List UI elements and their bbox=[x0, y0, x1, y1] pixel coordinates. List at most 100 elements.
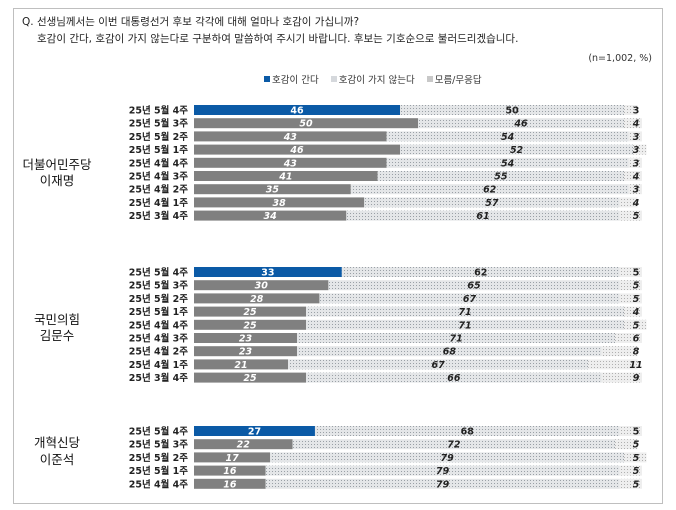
bar-unfavorable bbox=[297, 333, 616, 343]
bar-favorable bbox=[194, 210, 347, 221]
value-label-dont-know: 4 bbox=[632, 119, 640, 130]
bar-favorable bbox=[194, 267, 342, 277]
bar-favorable bbox=[194, 105, 401, 115]
value-label-favorable: 16 bbox=[223, 479, 237, 490]
row-label: 25년 4월 3주 bbox=[129, 171, 189, 183]
bar-unfavorable bbox=[400, 144, 634, 155]
bar-favorable bbox=[194, 197, 365, 208]
row-label: 25년 4월 3주 bbox=[129, 333, 189, 345]
bar-dont-know bbox=[624, 118, 642, 129]
row-label: 25년 4월 2주 bbox=[129, 346, 189, 358]
bar-favorable bbox=[194, 131, 387, 142]
value-label-unfavorable: 68 bbox=[461, 427, 475, 438]
bar-unfavorable bbox=[288, 359, 589, 370]
value-label-dont-know: 3 bbox=[633, 145, 640, 156]
candidate-label: 이재명 bbox=[40, 173, 75, 188]
bar-unfavorable bbox=[319, 293, 620, 304]
value-label-unfavorable: 55 bbox=[494, 172, 508, 183]
bar-unfavorable bbox=[386, 157, 629, 168]
bar-favorable bbox=[194, 452, 271, 463]
value-label-dont-know: 3 bbox=[633, 158, 640, 169]
bar-favorable bbox=[194, 293, 320, 304]
value-label-unfavorable: 46 bbox=[513, 119, 528, 130]
row-label: 25년 4월 4주 bbox=[129, 157, 189, 169]
bar-unfavorable bbox=[265, 465, 620, 476]
value-label-dont-know: 5 bbox=[633, 281, 640, 292]
bar-favorable bbox=[194, 359, 289, 370]
bar-unfavorable bbox=[346, 210, 620, 221]
value-label-unfavorable: 54 bbox=[501, 132, 515, 143]
value-label-dont-know: 5 bbox=[633, 211, 640, 222]
bar-unfavorable bbox=[328, 280, 620, 291]
bar-unfavorable bbox=[292, 439, 616, 450]
candidate-label: 개혁신당 bbox=[34, 435, 81, 450]
value-label-favorable: 43 bbox=[283, 132, 298, 143]
bar-dont-know bbox=[615, 333, 642, 343]
bar-favorable bbox=[194, 426, 315, 436]
bar-unfavorable bbox=[265, 478, 620, 489]
bar-favorable bbox=[194, 319, 306, 330]
value-label-unfavorable: 67 bbox=[463, 294, 477, 305]
value-label-unfavorable: 71 bbox=[458, 320, 471, 331]
value-label-dont-know: 5 bbox=[633, 320, 640, 331]
row-label: 25년 4월 2주 bbox=[129, 184, 189, 196]
value-label-favorable: 25 bbox=[243, 373, 257, 384]
value-label-unfavorable: 79 bbox=[436, 466, 450, 477]
legend-swatch-unfavorable bbox=[330, 76, 337, 82]
legend: 호감이 간다 호감이 가지 않는다 모름/무응답 bbox=[264, 72, 482, 86]
value-label-favorable: 35 bbox=[266, 185, 280, 196]
row-label: 25년 5월 1주 bbox=[129, 465, 189, 477]
value-label-favorable: 17 bbox=[225, 453, 239, 464]
bar-unfavorable bbox=[306, 319, 625, 330]
bar-dont-know bbox=[619, 197, 638, 208]
value-label-dont-know: 5 bbox=[633, 453, 640, 464]
value-label-unfavorable: 71 bbox=[458, 307, 471, 318]
value-label-favorable: 46 bbox=[289, 145, 304, 156]
value-label-unfavorable: 62 bbox=[474, 268, 487, 279]
chart-frame: Q. 선생님께서는 이번 대통령선거 후보 각각에 대해 얼마나 호감이 가십니… bbox=[13, 8, 663, 504]
bar-dont-know bbox=[624, 171, 642, 181]
bar-unfavorable bbox=[306, 372, 602, 383]
bar-favorable bbox=[194, 171, 378, 181]
row-label: 25년 5월 3주 bbox=[129, 118, 189, 130]
bar-favorable bbox=[194, 372, 306, 383]
legend-item-dont-know: 모름/무응답 bbox=[426, 72, 482, 86]
bar-unfavorable bbox=[270, 452, 625, 463]
value-label-dont-know: 5 bbox=[633, 479, 640, 490]
legend-label-dont-know: 모름/무응답 bbox=[434, 75, 482, 86]
bar-dont-know bbox=[624, 306, 642, 317]
value-label-unfavorable: 67 bbox=[432, 360, 446, 371]
value-label-favorable: 22 bbox=[237, 440, 251, 451]
bar-dont-know bbox=[619, 426, 642, 436]
bar-unfavorable bbox=[341, 267, 620, 277]
bar-favorable bbox=[194, 184, 351, 195]
value-label-dont-know: 8 bbox=[633, 347, 640, 358]
bar-dont-know bbox=[633, 144, 647, 155]
value-label-favorable: 16 bbox=[223, 466, 237, 477]
bar-dont-know bbox=[619, 280, 642, 291]
value-label-favorable: 23 bbox=[239, 334, 253, 345]
bar-dont-know bbox=[615, 439, 638, 450]
legend-swatch-dont-know bbox=[426, 76, 433, 82]
value-label-dont-know: 9 bbox=[633, 373, 640, 384]
legend-label-unfavorable: 호감이 가지 않는다 bbox=[338, 75, 415, 86]
row-label: 25년 4월 1주 bbox=[129, 197, 189, 209]
value-label-dont-know: 5 bbox=[633, 268, 640, 279]
value-label-favorable: 43 bbox=[283, 158, 298, 169]
bar-unfavorable bbox=[364, 197, 620, 208]
row-label: 25년 3월 4주 bbox=[129, 210, 189, 222]
legend-label-favorable: 호감이 간다 bbox=[272, 75, 319, 86]
value-label-unfavorable: 79 bbox=[441, 453, 455, 464]
bar-unfavorable bbox=[386, 131, 629, 142]
bar-unfavorable bbox=[297, 346, 602, 357]
value-label-unfavorable: 65 bbox=[467, 281, 481, 292]
bar-dont-know bbox=[619, 267, 642, 277]
value-label-dont-know: 3 bbox=[633, 132, 640, 143]
bar-dont-know bbox=[624, 452, 647, 463]
value-label-unfavorable: 62 bbox=[483, 185, 497, 196]
value-label-dont-know: 11 bbox=[629, 360, 642, 371]
row-label: 25년 4월 4주 bbox=[129, 319, 189, 331]
value-label-dont-know: 6 bbox=[633, 334, 640, 345]
bar-dont-know bbox=[619, 210, 642, 221]
